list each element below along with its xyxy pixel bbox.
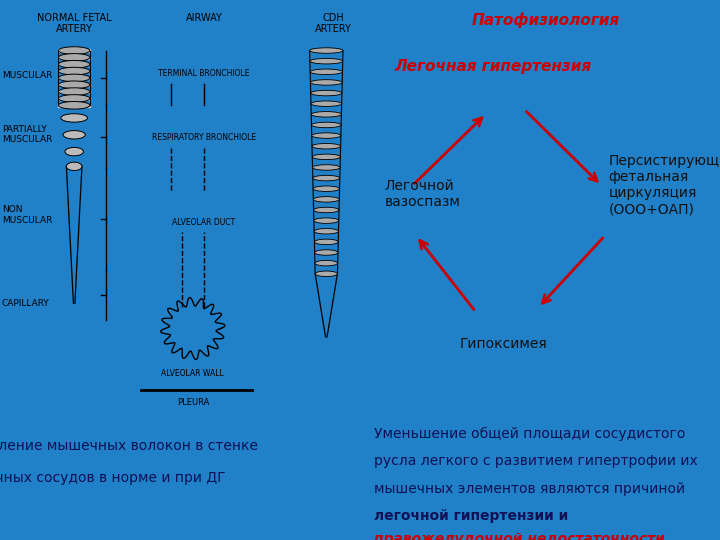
Ellipse shape [60,114,88,122]
Text: NON
MUSCULAR: NON MUSCULAR [2,205,53,225]
Text: легочной гипертензии и: легочной гипертензии и [374,509,569,523]
Text: Распределение мышечных волокон в стенке: Распределение мышечных волокон в стенке [0,439,258,453]
Text: AIRWAY: AIRWAY [186,12,222,23]
Text: PLEURA: PLEURA [176,398,209,407]
Ellipse shape [310,69,343,75]
Text: ALVEOLAR WALL: ALVEOLAR WALL [161,368,224,377]
Text: CAPILLARY: CAPILLARY [2,299,50,308]
Ellipse shape [315,239,338,245]
Text: MUSCULAR: MUSCULAR [2,71,53,80]
Text: Гипоксимея: Гипоксимея [459,337,547,351]
Ellipse shape [315,260,338,266]
Text: мышечных элементов являются причиной: мышечных элементов являются причиной [374,482,685,496]
Ellipse shape [58,53,90,61]
Text: RESPIRATORY BRONCHIOLE: RESPIRATORY BRONCHIOLE [152,133,256,143]
Ellipse shape [310,48,343,53]
Text: CDH
ARTERY: CDH ARTERY [315,12,352,34]
Ellipse shape [315,250,338,255]
Ellipse shape [58,47,90,55]
Ellipse shape [65,147,84,156]
Text: TERMINAL BRONCHIOLE: TERMINAL BRONCHIOLE [158,69,250,78]
Ellipse shape [310,80,342,85]
Ellipse shape [311,101,342,106]
Text: Уменьшение общей площади сосудистого: Уменьшение общей площади сосудистого [374,427,685,441]
Text: легочных сосудов в норме и при ДГ: легочных сосудов в норме и при ДГ [0,471,225,485]
Ellipse shape [310,90,342,96]
Ellipse shape [58,94,90,102]
Ellipse shape [58,88,90,96]
Text: Патофизиология: Патофизиология [472,12,619,28]
Text: Легочной
вазоспазм: Легочной вазоспазм [384,179,461,209]
Ellipse shape [58,74,90,82]
Text: PARTIALLY
MUSCULAR: PARTIALLY MUSCULAR [2,125,53,145]
Ellipse shape [312,133,341,138]
Ellipse shape [58,68,90,75]
Ellipse shape [315,271,338,276]
Ellipse shape [58,81,90,89]
Text: правожелудочной недостаточности.: правожелудочной недостаточности. [374,532,670,540]
Ellipse shape [312,122,341,127]
Ellipse shape [58,60,90,68]
Ellipse shape [310,58,343,64]
Ellipse shape [314,207,339,213]
Ellipse shape [312,144,341,149]
Ellipse shape [311,112,341,117]
Ellipse shape [63,131,85,139]
Text: Персистирующая
фетальная
циркуляция
(ООО+ОАП): Персистирующая фетальная циркуляция (ООО… [608,154,720,217]
Text: ALVEOLAR DUCT: ALVEOLAR DUCT [172,218,235,227]
Ellipse shape [313,197,339,202]
Text: Легочная гипертензия: Легочная гипертензия [395,59,592,74]
Text: русла легкого с развитием гипертрофии их: русла легкого с развитием гипертрофии их [374,455,698,469]
Ellipse shape [312,176,340,181]
Text: NORMAL FETAL
ARTERY: NORMAL FETAL ARTERY [37,12,112,34]
Ellipse shape [314,218,338,224]
Ellipse shape [66,162,82,171]
Ellipse shape [313,186,340,192]
Ellipse shape [312,154,341,160]
Ellipse shape [312,165,340,170]
Ellipse shape [314,228,338,234]
Ellipse shape [58,102,90,109]
